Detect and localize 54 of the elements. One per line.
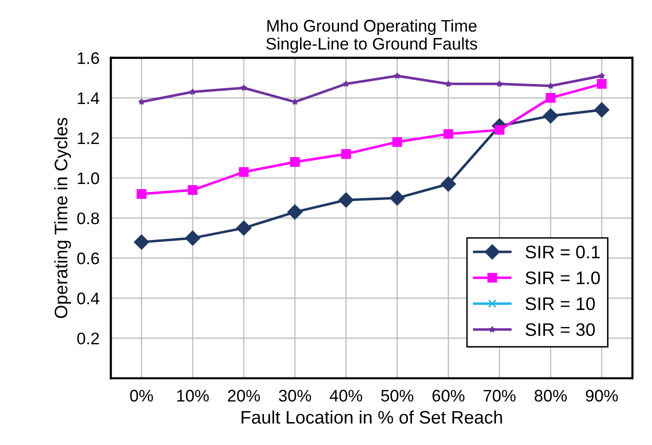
y-tick-label: 1.2 <box>78 132 99 144</box>
y-tick-label: 1.0 <box>78 172 100 184</box>
point <box>136 189 146 199</box>
point <box>287 204 303 220</box>
y-tick-label: 0.2 <box>77 332 99 344</box>
x-tick-label: 30% <box>278 390 312 402</box>
point <box>236 220 252 236</box>
x-tick-label: 0% <box>130 390 153 402</box>
y-tick-label: 1.4 <box>78 92 100 104</box>
point <box>290 157 300 167</box>
chart-title: Mho Ground Operating Time Single-Line to Ground Faults <box>266 19 478 53</box>
point <box>390 190 405 206</box>
point <box>341 149 351 159</box>
y-tick-label: 1.6 <box>78 52 99 64</box>
x-tick-label: 20% <box>228 390 260 402</box>
point <box>185 230 200 246</box>
legend-label: SIR = 1.0 <box>526 272 600 284</box>
point <box>134 234 150 250</box>
point <box>594 102 610 118</box>
x-tick-label: 80% <box>534 390 567 402</box>
y-tick-label: 0.4 <box>77 292 100 304</box>
legend-label: SIR = 10 <box>526 297 595 310</box>
point <box>440 176 456 192</box>
point <box>547 82 554 89</box>
point <box>596 79 607 89</box>
point <box>138 98 145 105</box>
point <box>598 72 606 79</box>
point <box>238 167 249 177</box>
point <box>443 129 454 139</box>
x-tick-label: 10% <box>177 390 209 402</box>
x-tick-label: 70% <box>484 390 516 402</box>
point <box>394 72 401 79</box>
point <box>494 125 504 135</box>
point <box>543 108 558 124</box>
point <box>189 88 196 95</box>
y-tick-label: 0.8 <box>77 212 100 224</box>
point <box>338 192 354 208</box>
point <box>546 93 556 103</box>
x-axis-title: Fault Location in % of Set Reach <box>242 410 502 424</box>
x-tick-label: 40% <box>330 390 362 402</box>
x-tick-label: 60% <box>432 390 464 402</box>
point <box>496 80 503 87</box>
point <box>292 98 298 105</box>
point <box>188 185 198 195</box>
point <box>445 80 452 87</box>
legend-label: SIR = 0.1 <box>526 246 600 258</box>
x-tick-label: 90% <box>586 390 618 402</box>
x-tick-label: 50% <box>381 390 414 402</box>
y-tick-label: 0.6 <box>77 252 99 264</box>
legend-label: SIR = 30 <box>526 323 595 336</box>
point <box>392 137 402 147</box>
point <box>240 84 248 91</box>
point <box>342 80 350 87</box>
y-axis-title: Operating Time in Cycles <box>54 118 72 318</box>
